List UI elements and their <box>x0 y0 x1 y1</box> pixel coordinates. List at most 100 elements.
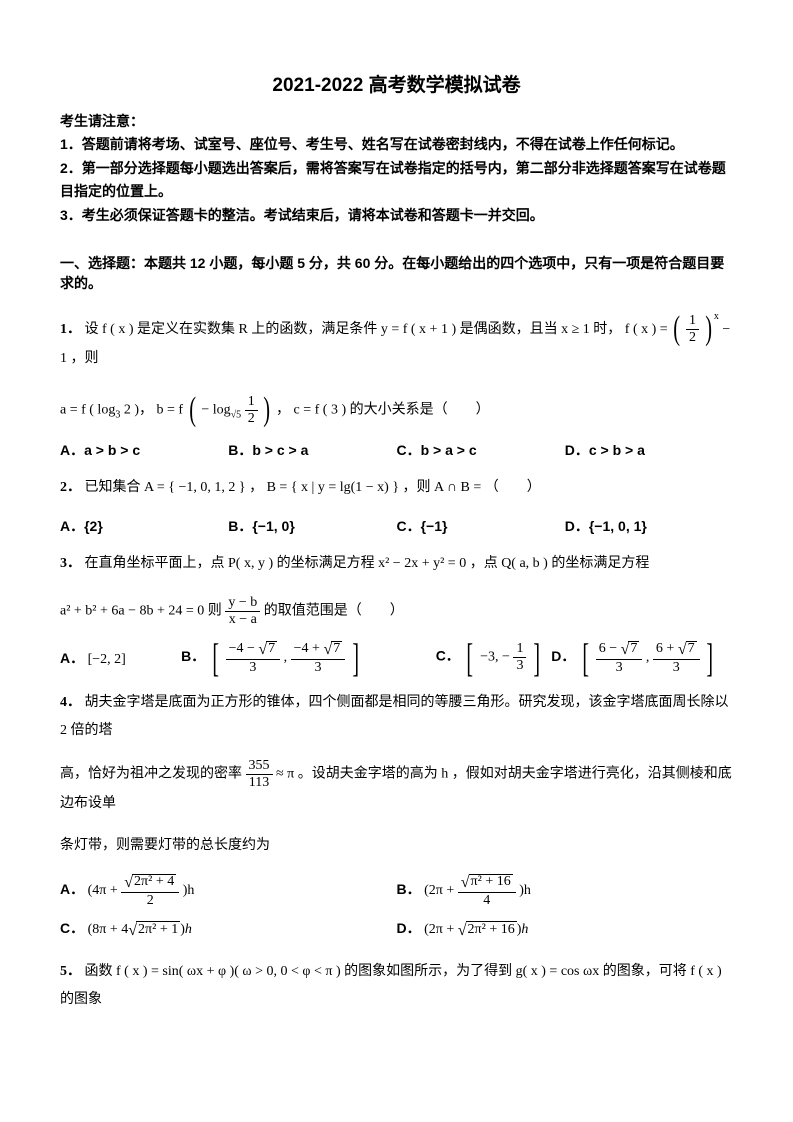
instructions-head: 考生请注意： <box>60 111 733 131</box>
q3-c-frac: 1 3 <box>513 642 526 673</box>
q4-a-num: √2π² + 4 <box>121 874 179 893</box>
q4-pi-num: 355 <box>246 759 273 775</box>
q2-options: A．{2} B．{−1, 0} C．{−1} D．{−1, 0, 1} <box>60 516 733 536</box>
q1-text-a: 设 f ( x ) 是定义在实数集 R 上的函数，满足条件 y = f ( x … <box>85 322 622 337</box>
q3-line1: 在直角坐标平面上，点 P( x, y ) 的坐标满足方程 x² − 2x + y… <box>85 556 650 571</box>
q1-opt-d: D．c > b > a <box>565 440 733 460</box>
q4-b-num: √π² + 16 <box>458 874 516 893</box>
q1-logbase: √5 <box>231 409 242 420</box>
q2-number: 2． <box>60 480 81 495</box>
question-3: 3． 在直角坐标平面上，点 P( x, y ) 的坐标满足方程 x² − 2x … <box>60 550 733 578</box>
q4-b-out: (2π + <box>424 883 458 898</box>
q4-a-den: 2 <box>121 893 179 908</box>
section-1-head: 一、选择题：本题共 12 小题，每小题 5 分，共 60 分。在每小题给出的四个… <box>60 253 733 293</box>
q3-b-den1: 3 <box>226 660 281 675</box>
q1-opt-c: C．b > a > c <box>397 440 565 460</box>
q3-opt-b: B． [ −4 − √7 3 , −4 + √7 3 ] <box>181 641 417 675</box>
half-num: 1 <box>686 314 699 330</box>
q4-opt-d: D． (2π + √2π² + 16)h <box>397 918 734 940</box>
q2-opt-d: D．{−1, 0, 1} <box>565 516 733 536</box>
q3-d-num1: 6 − √7 <box>596 641 643 660</box>
q3-frac-num: y − b <box>225 596 260 612</box>
q3-c-pre: C． <box>436 648 460 664</box>
q3-d-pre: D． <box>551 648 575 664</box>
q4-a-suf: )h <box>183 883 195 898</box>
q3-d-frac1: 6 − √7 3 <box>596 641 643 675</box>
q2-opt-a: A．{2} <box>60 516 228 536</box>
q4-d-val: (2π + √2π² + 16)h <box>424 922 528 937</box>
q3-frac-den: x − a <box>225 612 260 627</box>
q3-d-den1: 3 <box>596 660 643 675</box>
q1-opt-a: A．a > b > c <box>60 440 228 460</box>
q4-number: 4． <box>60 695 81 710</box>
q3-b-pre: B． <box>181 648 205 664</box>
instruction-1: 1．答题前请将考场、试室号、座位号、考生号、姓名写在试卷密封线内，不得在试卷上作… <box>60 133 733 155</box>
instruction-3: 3．考生必须保证答题卡的整洁。考试结束后，请将本试卷和答题卡一并交回。 <box>60 204 733 226</box>
q4-options-row2: C． (8π + 4√2π² + 1)h D． (2π + √2π² + 16)… <box>60 918 733 940</box>
q3-d-frac2: 6 + √7 3 <box>653 641 700 675</box>
q1-a-expr: a = f ( log <box>60 403 115 418</box>
q4-opt-c: C． (8π + 4√2π² + 1)h <box>60 918 397 940</box>
q4-opt-a: A． (4π + √2π² + 4 2 )h <box>60 874 397 908</box>
q1-options: A．a > b > c B．b > c > a C．b > a > c D．c … <box>60 440 733 460</box>
q4-a-out: (4π + <box>88 883 122 898</box>
question-1-line2: a = f ( log3 2 )， b = f ( − log√5 1 2 ) … <box>60 395 733 426</box>
q3-slope-frac: y − b x − a <box>225 596 260 627</box>
q4-l1: 胡夫金字塔是底面为正方形的锥体，四个侧面都是相同的等腰三角形。研究发现，该金字塔… <box>60 695 729 738</box>
half-den: 2 <box>686 330 699 345</box>
q3-opt-c: C． [ −3, − 1 3 ] <box>417 642 552 673</box>
q3-l2b: 的取值范围是（ ） <box>264 604 404 619</box>
half-fraction: 1 2 <box>686 314 699 345</box>
q3-b-num2: −4 + √7 <box>291 641 346 660</box>
half2-num: 1 <box>245 395 258 411</box>
q4-d-pre: D． <box>397 920 421 936</box>
q1-a-end: 2 )， b = f <box>120 403 183 418</box>
q2-opt-b: B．{−1, 0} <box>228 516 396 536</box>
q4-pi-frac: 355 113 <box>246 759 273 790</box>
q5-number: 5． <box>60 964 81 979</box>
q1-fx-expr: f ( x ) = ( 1 2 )x <box>625 322 723 337</box>
q4-pi-den: 113 <box>246 775 273 790</box>
q1-b-inner: − log <box>201 403 230 418</box>
instruction-2: 2．第一部分选择题每小题选出答案后，需将答案写在试卷指定的括号内，第二部分非选择… <box>60 157 733 202</box>
question-4: 4． 胡夫金字塔是底面为正方形的锥体，四个侧面都是相同的等腰三角形。研究发现，该… <box>60 689 733 745</box>
q4-l2a: 高，恰好为祖冲之发现的密率 <box>60 767 242 782</box>
q3-b-frac1: −4 − √7 3 <box>226 641 281 675</box>
q3-d-den2: 3 <box>653 660 700 675</box>
q4-b-suf: )h <box>519 883 531 898</box>
q3-c-a: −3, − <box>480 650 510 665</box>
q3-number: 3． <box>60 556 81 571</box>
q4-opt-b: B． (2π + √π² + 16 4 )h <box>397 874 734 908</box>
q4-b-pre: B． <box>397 881 421 897</box>
q5-text: 函数 f ( x ) = sin( ωx + φ )( ω > 0, 0 < φ… <box>60 964 722 1007</box>
q3-b-frac2: −4 + √7 3 <box>291 641 346 675</box>
question-4-line2: 高，恰好为祖冲之发现的密率 355 113 ≈ π 。设胡夫金字塔的高为 h ，… <box>60 759 733 818</box>
q3-c-den: 3 <box>513 658 526 673</box>
q3-b-den2: 3 <box>291 660 346 675</box>
q2-text: 已知集合 A = { −1, 0, 1, 2 } ， B = { x | y =… <box>85 480 541 495</box>
q3-d-num2: 6 + √7 <box>653 641 700 660</box>
q2-opt-c: C．{−1} <box>397 516 565 536</box>
q3-a-pre: A． <box>60 650 84 666</box>
question-1: 1． 设 f ( x ) 是定义在实数集 R 上的函数，满足条件 y = f (… <box>60 307 733 373</box>
q3-b-num1: −4 − √7 <box>226 641 281 660</box>
q4-a-frac: √2π² + 4 2 <box>121 874 179 908</box>
exam-page: 2021-2022 高考数学模拟试卷 考生请注意： 1．答题前请将考场、试室号、… <box>0 0 793 1068</box>
q4-a-pre: A． <box>60 881 84 897</box>
page-title: 2021-2022 高考数学模拟试卷 <box>60 70 733 97</box>
question-2: 2． 已知集合 A = { −1, 0, 1, 2 } ， B = { x | … <box>60 474 733 502</box>
q4-options-row1: A． (4π + √2π² + 4 2 )h B． (2π + √π² + 16… <box>60 874 733 908</box>
q3-opt-d: D． [ 6 − √7 3 , 6 + √7 3 ] <box>551 641 733 675</box>
half-fraction-2: 1 2 <box>245 395 258 426</box>
q3-c-num: 1 <box>513 642 526 658</box>
q1-opt-b: B．b > c > a <box>228 440 396 460</box>
q4-c-pre: C． <box>60 920 84 936</box>
q4-c-val: (8π + 4√2π² + 1)h <box>88 922 192 937</box>
q3-l2a: a² + b² + 6a − 8b + 24 = 0 则 <box>60 604 222 619</box>
q4-b-frac: √π² + 16 4 <box>458 874 516 908</box>
q3-options: A． [−2, 2] B． [ −4 − √7 3 , −4 + √7 3 ] … <box>60 641 733 675</box>
q1-number: 1． <box>60 322 81 337</box>
q3-opt-a: A． [−2, 2] <box>60 648 181 668</box>
half2-den: 2 <box>245 411 258 426</box>
q3-a-val: [−2, 2] <box>88 652 126 667</box>
